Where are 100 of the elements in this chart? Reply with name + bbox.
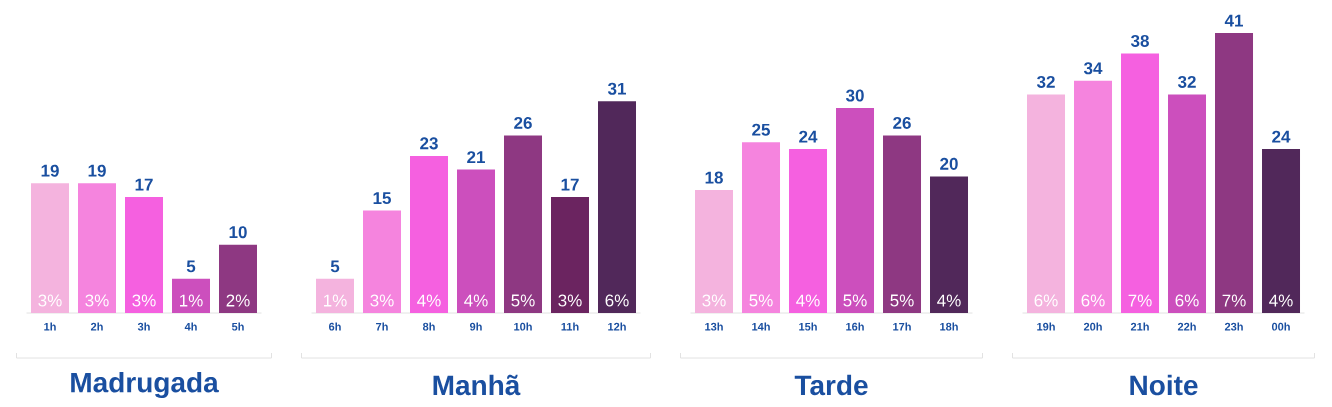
- bar: [836, 108, 875, 313]
- bar: [695, 190, 734, 313]
- data-label: 38: [1130, 34, 1149, 47]
- data-label: 32: [1177, 75, 1196, 88]
- x-tick-label: 20h: [1083, 322, 1102, 331]
- x-tick-label: 8h: [422, 322, 435, 331]
- x-tick-label: 22h: [1177, 322, 1196, 331]
- annotation: 2%: [226, 294, 250, 307]
- annotation: 6%: [1175, 294, 1199, 307]
- x-tick-label: 17h: [893, 322, 911, 331]
- data-label: 20: [940, 157, 958, 170]
- bar: [930, 176, 969, 313]
- x-tick-label: 4h: [184, 322, 197, 331]
- x-tick-label: 1h: [44, 322, 56, 331]
- x-tick-label: 7h: [376, 322, 388, 331]
- data-label: 24: [1272, 130, 1291, 143]
- data-label: 30: [845, 89, 864, 102]
- x-tick-label: 13h: [705, 322, 723, 331]
- annotation: 6%: [1034, 294, 1058, 307]
- annotation: 4%: [1269, 294, 1293, 307]
- annotation: 4%: [937, 294, 961, 307]
- data-label: 31: [607, 82, 626, 95]
- x-tick-label: 16h: [846, 322, 864, 331]
- x-tick-label: 10h: [514, 322, 532, 331]
- data-label: 17: [135, 178, 153, 191]
- x-axis-title: Noite: [1130, 374, 1198, 396]
- bar: [1074, 80, 1113, 313]
- annotation: 1%: [324, 294, 347, 307]
- x-tick-label: 15h: [799, 322, 817, 331]
- bar: [789, 149, 828, 313]
- x-tick-label: 6h: [328, 322, 341, 331]
- annotation: 5%: [749, 294, 773, 307]
- bar: [742, 142, 781, 313]
- annotation: 3%: [38, 294, 62, 307]
- annotation: 1%: [180, 294, 203, 307]
- bar: [31, 183, 69, 313]
- annotation: 7%: [1128, 294, 1152, 307]
- x-axis-title: Tarde: [794, 374, 868, 396]
- x-axis-title: Madrugada: [71, 371, 219, 399]
- x-tick-label: 23h: [1224, 322, 1243, 331]
- bar: [172, 278, 210, 313]
- x-tick-label: 19h: [1037, 322, 1055, 331]
- annotation: 4%: [796, 294, 820, 307]
- annotation: 7%: [1222, 294, 1246, 307]
- data-label: 34: [1083, 62, 1103, 75]
- bar: [504, 135, 542, 313]
- annotation: 4%: [417, 294, 441, 307]
- x-tick-label: 00h: [1271, 322, 1290, 331]
- annotation: 3%: [85, 294, 109, 307]
- annotation: 3%: [702, 294, 726, 307]
- data-label: 5: [330, 260, 340, 273]
- data-label: 19: [88, 164, 106, 177]
- data-label: 19: [41, 164, 59, 177]
- annotation: 5%: [843, 294, 867, 307]
- bar: [410, 155, 448, 313]
- bar: [1027, 94, 1066, 313]
- x-axis-title: Manhã: [433, 374, 521, 396]
- x-tick-label: 9h: [469, 322, 482, 331]
- bar: [1121, 53, 1160, 313]
- bar: [125, 196, 163, 313]
- data-label: 10: [229, 226, 247, 239]
- data-label: 15: [373, 192, 391, 205]
- data-label: 41: [1224, 14, 1243, 27]
- x-tick-label: 18h: [940, 322, 958, 331]
- annotation: 6%: [1081, 294, 1105, 307]
- x-tick-label: 5h: [231, 322, 244, 331]
- data-label: 26: [514, 116, 532, 129]
- x-tick-label: 3h: [137, 322, 150, 331]
- annotation: 3%: [132, 294, 156, 307]
- x-tick-label: 2h: [90, 322, 103, 331]
- annotation: 5%: [511, 294, 535, 307]
- bar: [363, 210, 401, 313]
- bar: [1215, 33, 1254, 313]
- x-tick-label: 11h: [561, 322, 579, 331]
- annotation: 4%: [464, 294, 488, 307]
- data-label: 21: [467, 151, 485, 164]
- data-label: 26: [893, 116, 911, 129]
- annotation: 5%: [890, 294, 914, 307]
- annotation: 3%: [370, 294, 394, 307]
- data-label: 32: [1036, 75, 1055, 88]
- data-label: 25: [752, 123, 770, 136]
- annotation: 3%: [558, 294, 582, 307]
- x-tick-label: 21h: [1130, 322, 1149, 331]
- bar: [219, 244, 257, 313]
- bar: [551, 196, 589, 313]
- bar: [316, 278, 354, 313]
- bar: [1262, 149, 1301, 313]
- data-label: 23: [420, 137, 438, 150]
- bar: [78, 183, 116, 313]
- bar: [883, 135, 922, 313]
- data-label: 17: [561, 178, 579, 191]
- bar: [457, 169, 495, 313]
- data-label: 5: [186, 260, 196, 273]
- x-tick-label: 14h: [752, 322, 770, 331]
- annotation: 6%: [605, 294, 629, 307]
- x-tick-label: 12h: [608, 322, 626, 331]
- data-label: 24: [799, 130, 818, 143]
- data-label: 18: [705, 171, 723, 184]
- bar: [598, 101, 636, 313]
- bar: [1168, 94, 1207, 313]
